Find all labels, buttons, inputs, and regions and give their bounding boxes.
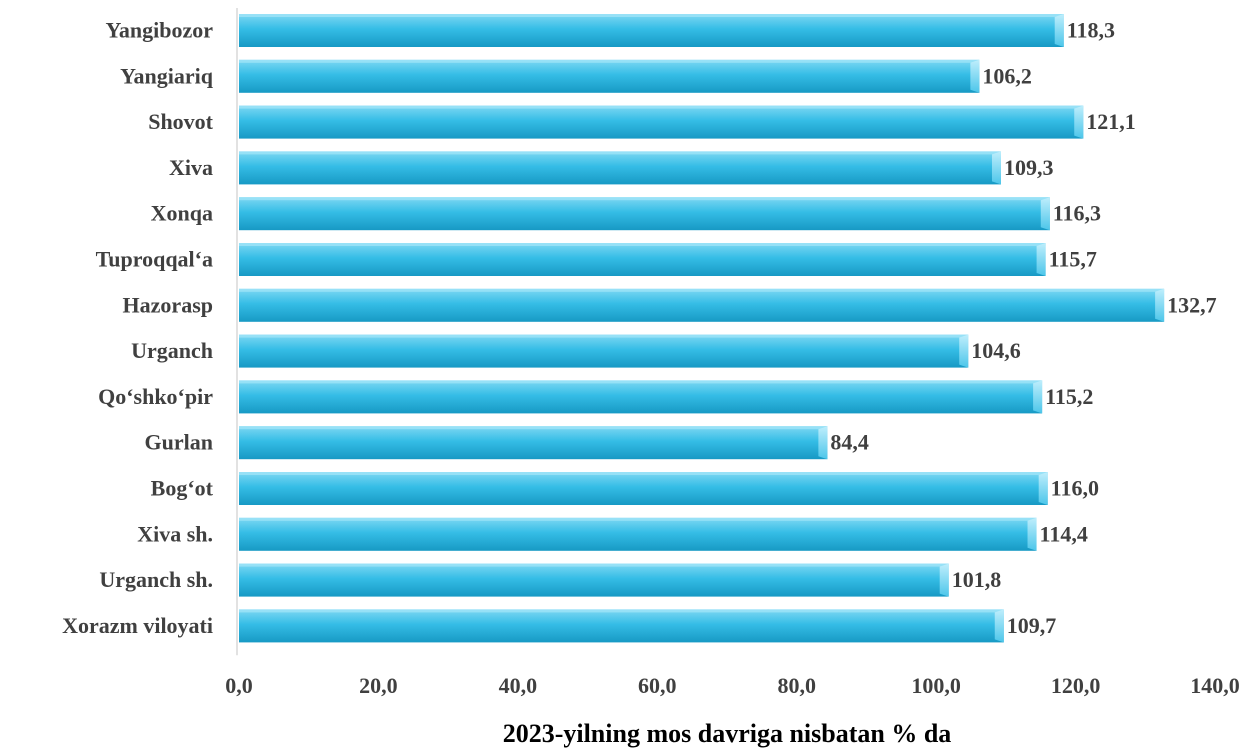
bar-highlight: [239, 609, 1004, 613]
bar-body: [239, 517, 1037, 551]
bar-end-cap: [1155, 288, 1165, 322]
bar-body: [239, 426, 828, 460]
bar-highlight: [239, 380, 1043, 384]
category-label: Shovot: [148, 109, 213, 134]
bar-9: [239, 380, 1043, 414]
bar-end-cap: [939, 563, 949, 597]
bar-end-cap: [818, 426, 828, 460]
data-label: 132,7: [1167, 292, 1217, 317]
bar-end-cap: [1027, 517, 1037, 551]
x-tick-label: 80,0: [777, 673, 816, 698]
category-label: Tuproqqal‘a: [96, 247, 213, 272]
category-label: Urganch: [131, 338, 213, 363]
data-label: 114,4: [1040, 521, 1088, 546]
bar-body: [239, 472, 1048, 505]
bar-highlight: [239, 426, 828, 430]
bar-body: [239, 563, 949, 597]
data-label: 106,2: [982, 63, 1032, 88]
category-label: Xiva sh.: [137, 521, 213, 546]
bar-3: [239, 105, 1084, 139]
bar-highlight: [239, 14, 1064, 17]
bar-body: [239, 243, 1046, 276]
x-tick-label: 100,0: [911, 673, 961, 698]
bar-body: [239, 288, 1165, 322]
bar-13: [239, 563, 949, 597]
bar-4: [239, 151, 1001, 185]
bar-5: [239, 197, 1050, 231]
data-label: 101,8: [952, 567, 1002, 592]
category-label: Xiva: [169, 155, 213, 180]
bar-7: [239, 288, 1165, 322]
bar-end-cap: [959, 334, 969, 368]
bar-highlight: [239, 105, 1084, 109]
bar-end-cap: [1074, 105, 1084, 139]
bars-group: [239, 14, 1165, 643]
data-label: 84,4: [830, 430, 869, 455]
bar-8: [239, 334, 969, 368]
bar-10: [239, 426, 828, 460]
x-tick-label: 40,0: [499, 673, 538, 698]
bar-1: [239, 14, 1064, 47]
x-tick-label: 120,0: [1051, 673, 1101, 698]
bar-body: [239, 334, 969, 368]
bar-body: [239, 105, 1084, 139]
data-label: 118,3: [1067, 18, 1115, 43]
bar-highlight: [239, 472, 1048, 475]
x-tick-label: 140,0: [1190, 673, 1240, 698]
bar-6: [239, 243, 1046, 276]
bar-highlight: [239, 59, 980, 63]
bar-body: [239, 14, 1064, 47]
x-tick-label: 60,0: [638, 673, 677, 698]
bar-body: [239, 197, 1050, 231]
bar-12: [239, 517, 1037, 551]
data-label: 121,1: [1086, 109, 1136, 134]
bar-highlight: [239, 563, 949, 567]
bar-end-cap: [970, 59, 980, 93]
bar-body: [239, 151, 1001, 185]
labels-group: Yangibozor 118,3 Yangiariq 106,2 Shovot 121,1…: [62, 18, 1240, 699]
data-label: 104,6: [971, 338, 1021, 363]
x-tick-label: 0,0: [225, 673, 253, 698]
bar-body: [239, 609, 1004, 643]
data-label: 116,0: [1051, 476, 1099, 501]
data-label: 109,7: [1007, 613, 1056, 638]
bar-end-cap: [1040, 197, 1050, 231]
data-label: 116,3: [1053, 201, 1101, 226]
bar-end-cap: [1054, 14, 1064, 47]
bar-highlight: [239, 243, 1046, 246]
bar-2: [239, 59, 980, 93]
bar-body: [239, 59, 980, 93]
bar-body: [239, 380, 1043, 414]
bar-highlight: [239, 517, 1037, 521]
bar-highlight: [239, 197, 1050, 201]
category-label: Gurlan: [145, 430, 213, 455]
bar-end-cap: [1036, 243, 1046, 276]
bar-end-cap: [1038, 472, 1048, 505]
category-label: Xorazm viloyati: [62, 613, 213, 638]
bar-highlight: [239, 151, 1001, 155]
bar-highlight: [239, 334, 969, 338]
category-label: Xonqa: [151, 201, 213, 226]
category-label: Yangiariq: [120, 63, 214, 88]
data-label: 115,7: [1049, 247, 1097, 272]
category-label: Qo‘shko‘pir: [98, 384, 213, 409]
bar-14: [239, 609, 1004, 643]
data-label: 115,2: [1045, 384, 1093, 409]
category-label: Urganch sh.: [99, 567, 213, 592]
category-label: Bog‘ot: [151, 476, 214, 501]
x-tick-label: 20,0: [359, 673, 398, 698]
bar-highlight: [239, 288, 1165, 292]
data-label: 109,3: [1004, 155, 1054, 180]
category-label: Yangibozor: [105, 18, 213, 43]
category-label: Hazorasp: [123, 292, 213, 317]
x-axis-title: 2023-yilning mos davriga nisbatan % da: [503, 719, 952, 748]
bar-11: [239, 472, 1048, 505]
bar-end-cap: [1033, 380, 1043, 414]
bar-end-cap: [991, 151, 1001, 185]
bar-end-cap: [994, 609, 1004, 643]
